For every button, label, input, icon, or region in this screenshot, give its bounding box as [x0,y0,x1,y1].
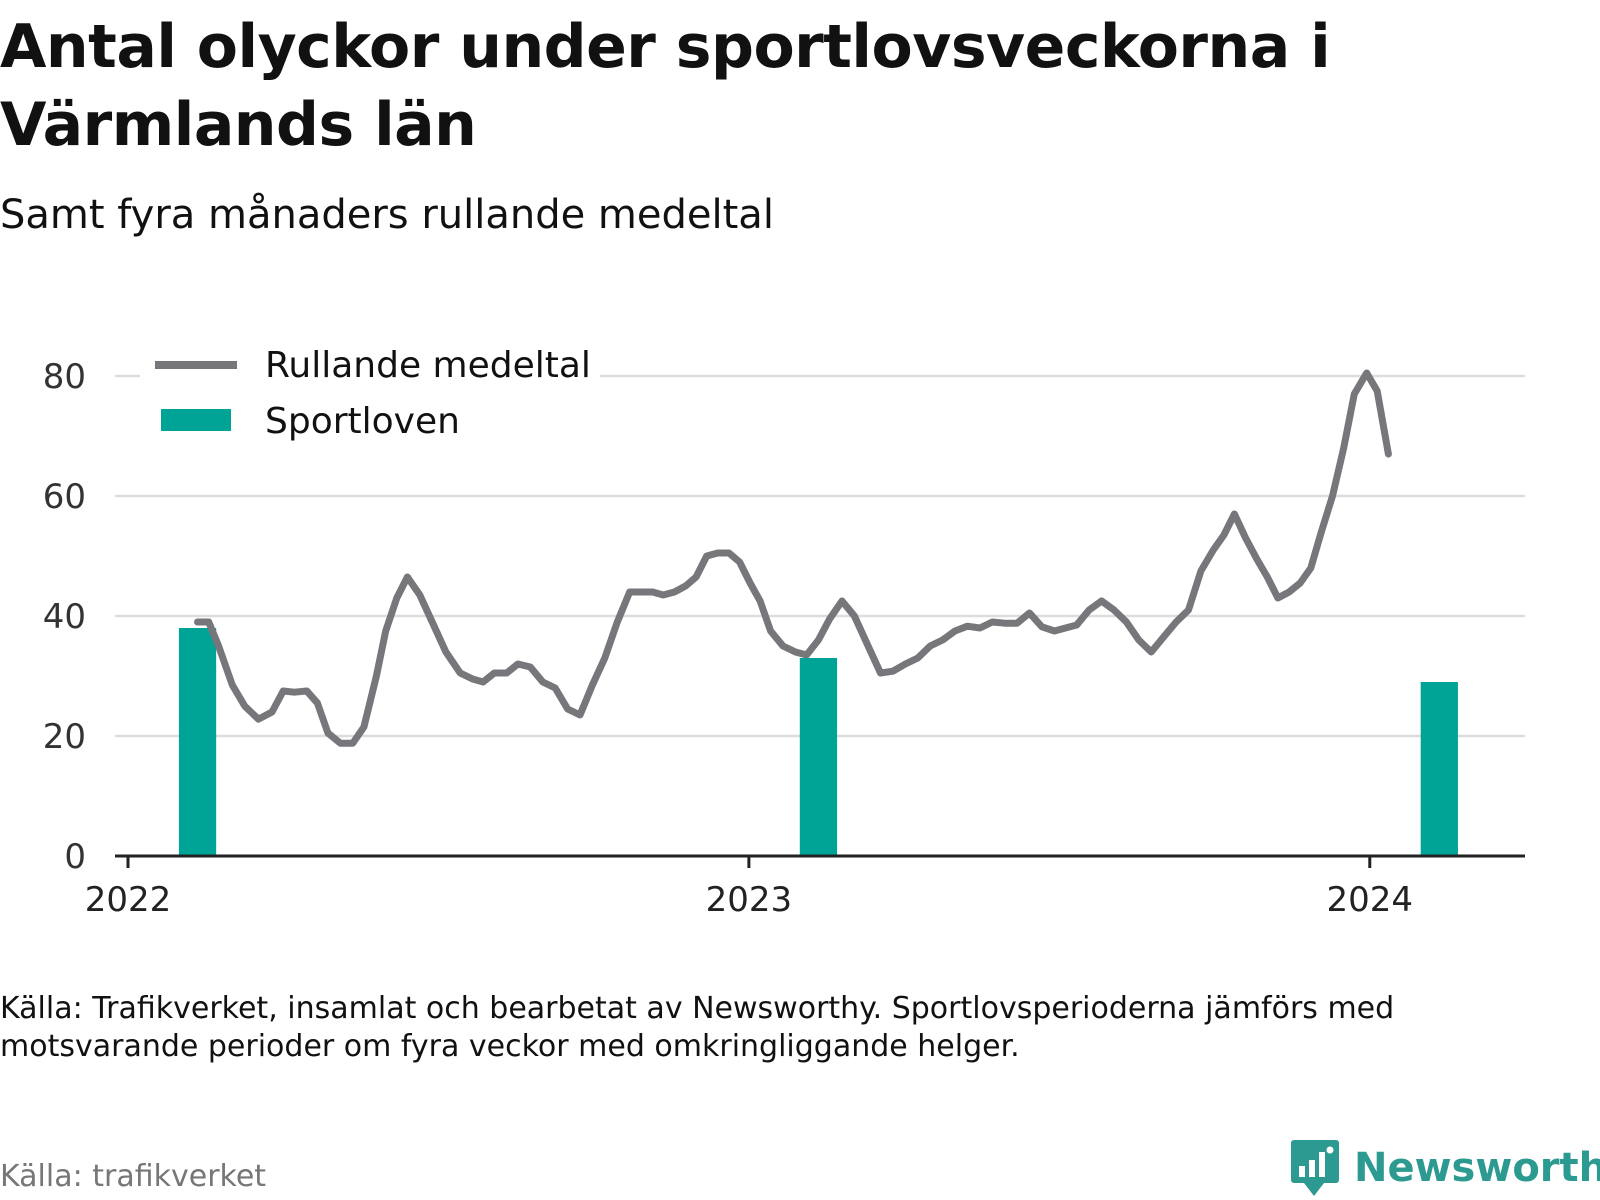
x-tick-label: 2022 [85,880,172,920]
bar-sportloven [1420,682,1458,856]
y-tick-label: 40 [43,597,86,637]
x-tick-label: 2023 [706,880,793,920]
legend-label-bar: Sportloven [265,401,460,442]
x-axis: 2022 2023 2024 [85,854,1525,920]
bars-group [178,628,1458,856]
bar-sportloven [799,658,838,856]
brand-logo: Newsworthy [1290,1138,1600,1198]
y-tick-label: 60 [43,477,86,517]
legend-swatch-bar [161,409,231,431]
bar-sportloven [178,628,217,856]
brand-name: Newsworthy [1354,1145,1600,1191]
y-tick-label: 20 [43,717,86,757]
legend-label-line: Rullande medeltal [265,345,591,386]
y-tick-label: 80 [43,357,86,397]
source-note: Källa: Trafikverket, insamlat och bearbe… [0,991,1395,1064]
chart-title: Antal olyckor under sportlovsveckorna i … [0,12,1331,160]
series-line-rullande-medeltal [194,369,1392,747]
y-axis-ticks: 0 20 40 60 80 [43,357,86,877]
y-tick-label: 0 [64,837,86,877]
source-footer: Källa: trafikverket [0,1159,267,1194]
x-tick-label: 2024 [1327,880,1414,920]
chart-subtitle: Samt fyra månaders rullande medeltal [0,192,774,238]
newsworthy-logo-icon [1291,1140,1339,1196]
legend: Rullande medeltal Sportloven [140,334,600,442]
chart-svg: 0 20 40 60 80 2022 2023 2024 Rullande medeltal… [43,334,1525,920]
